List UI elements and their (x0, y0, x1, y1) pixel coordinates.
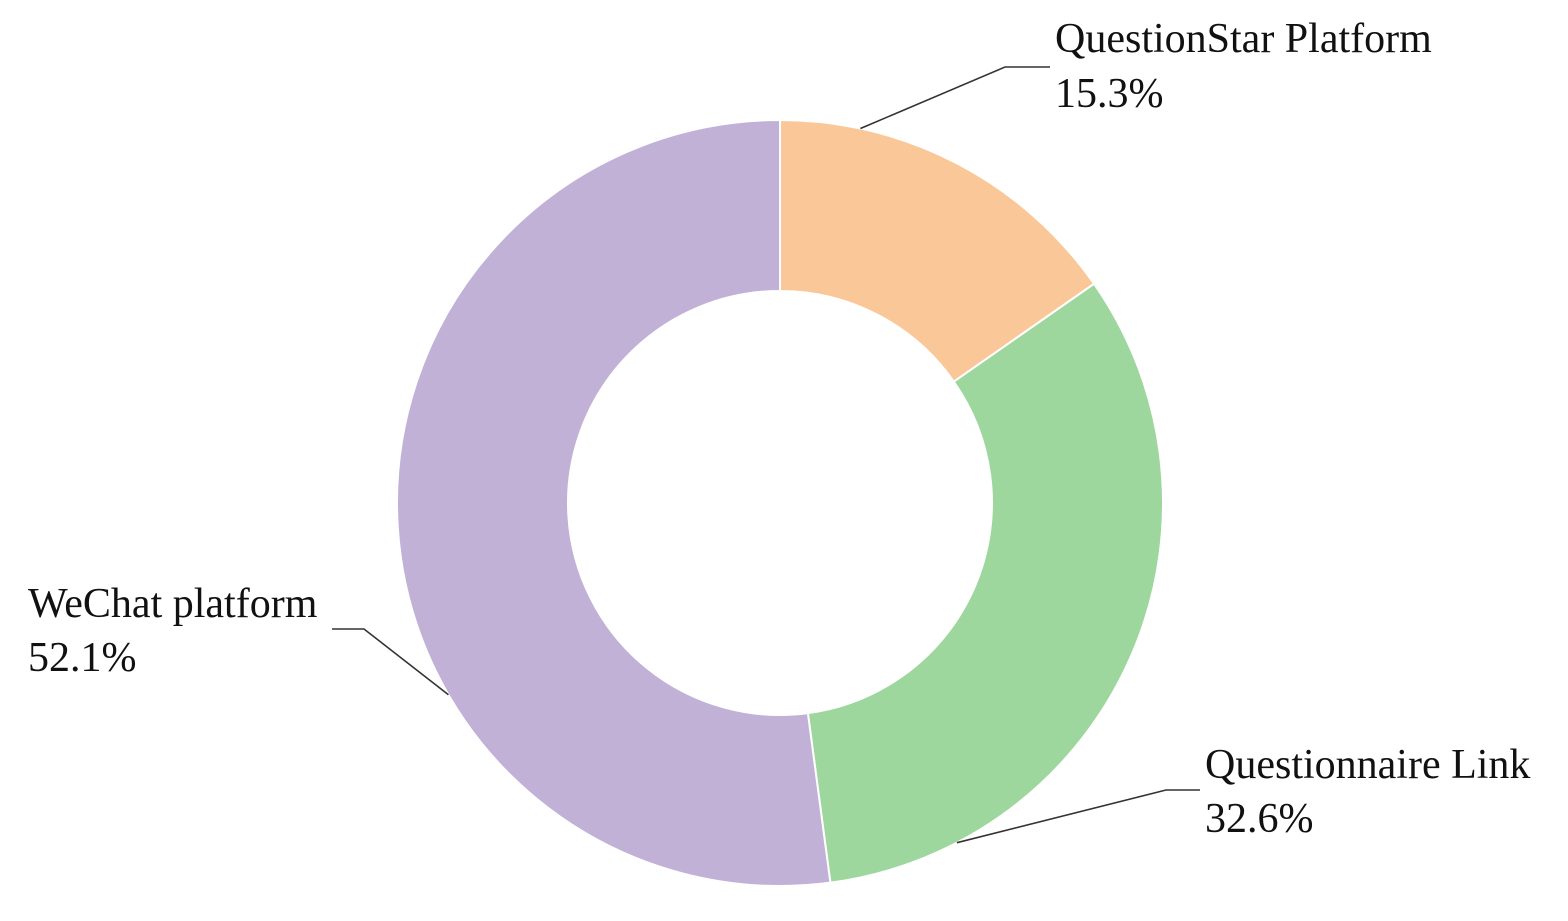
slice-wechat-platform (396, 118, 832, 887)
leader-line-questionnaire-link (956, 789, 1200, 844)
leader-line-questionstar-platform (860, 66, 1050, 130)
data-label-value: 15.3% (1055, 71, 1164, 117)
data-label-value: 52.1% (28, 635, 137, 681)
slice-questionnaire-link (806, 282, 1164, 884)
data-labels-layer: QuestionStar Platform 15.3% Questionnaire … (28, 16, 1530, 842)
data-label-name: WeChat platform (28, 581, 318, 627)
data-label-name: Questionnaire Link (1205, 742, 1530, 788)
data-label-name: QuestionStar Platform (1055, 16, 1432, 62)
leader-lines-layer (332, 66, 1200, 844)
leader-line-wechat-platform (332, 628, 449, 696)
data-label-value: 32.6% (1205, 796, 1314, 842)
slices-layer (396, 118, 1164, 887)
slice-questionstar-platform (779, 118, 1096, 384)
